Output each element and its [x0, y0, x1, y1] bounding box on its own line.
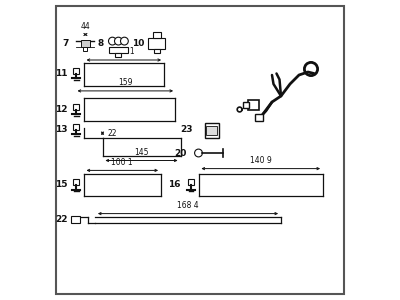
Text: 10: 10 — [132, 39, 144, 48]
Text: 20: 20 — [174, 148, 187, 158]
Text: 16: 16 — [168, 180, 180, 189]
Bar — [73, 103, 79, 109]
Text: 11: 11 — [55, 69, 68, 78]
FancyBboxPatch shape — [56, 6, 344, 294]
Circle shape — [108, 37, 116, 45]
Text: 23: 23 — [180, 124, 193, 134]
Bar — [81, 40, 90, 46]
Bar — [108, 47, 128, 52]
Bar — [154, 49, 160, 53]
Bar — [73, 68, 79, 74]
Bar — [73, 124, 79, 130]
Bar — [148, 38, 165, 49]
Text: 8: 8 — [98, 39, 104, 48]
Bar — [83, 46, 87, 51]
Text: 13: 13 — [55, 124, 68, 134]
Circle shape — [114, 37, 122, 45]
Bar — [71, 216, 80, 223]
Text: 7: 7 — [63, 39, 69, 48]
Text: 22: 22 — [55, 215, 68, 224]
Text: 100 1: 100 1 — [112, 158, 133, 167]
Circle shape — [120, 37, 128, 45]
Bar — [153, 32, 161, 38]
Bar — [188, 179, 194, 185]
Bar — [116, 52, 122, 57]
Bar — [242, 102, 249, 108]
Text: 22: 22 — [107, 129, 116, 138]
Circle shape — [194, 149, 202, 157]
Bar — [255, 114, 263, 121]
Text: 140 9: 140 9 — [250, 156, 272, 165]
Text: 100 1: 100 1 — [113, 47, 135, 56]
Text: 15: 15 — [55, 180, 68, 189]
Bar — [206, 126, 217, 135]
Bar — [248, 100, 260, 110]
Bar — [204, 123, 219, 138]
Text: 145: 145 — [134, 148, 149, 157]
Text: 168 4: 168 4 — [177, 201, 199, 210]
Text: 159: 159 — [118, 78, 132, 87]
Text: 12: 12 — [55, 105, 68, 114]
Bar — [73, 179, 79, 185]
Text: 44: 44 — [80, 22, 90, 31]
